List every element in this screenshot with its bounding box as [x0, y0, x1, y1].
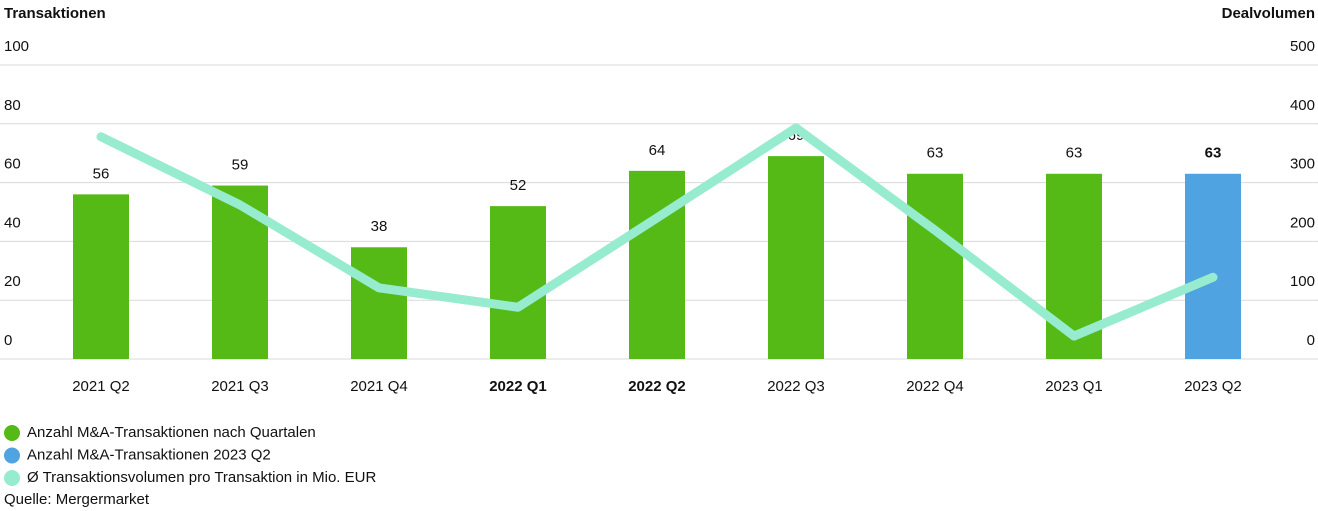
line [96, 123, 1218, 341]
bar [768, 156, 824, 359]
data-label: 64 [649, 142, 666, 159]
bar [490, 206, 546, 359]
x-tick-label: 2022 Q2 [628, 378, 686, 395]
y-tick-label: 40 [4, 214, 21, 231]
legend-swatch [4, 425, 20, 441]
bar [351, 247, 407, 359]
x-tick-label: 2023 Q1 [1045, 378, 1103, 395]
bar [73, 194, 129, 359]
y2-tick-label: 400 [1290, 97, 1315, 114]
legend-swatch [4, 470, 20, 486]
data-label: 63 [927, 145, 944, 162]
y-tick-label: 80 [4, 97, 21, 114]
x-tick-label: 2021 Q2 [72, 378, 130, 395]
data-label: 59 [232, 157, 249, 174]
legend-label: Anzahl M&A-Transaktionen nach Quartalen [27, 424, 316, 441]
data-label: 38 [371, 218, 388, 235]
y-tick-label: 20 [4, 273, 21, 290]
y2-tick-label: 100 [1290, 273, 1315, 290]
x-tick-label: 2022 Q3 [767, 378, 825, 395]
data-label: 52 [510, 177, 527, 194]
x-tick-label: 2022 Q4 [906, 378, 964, 395]
y2-tick-label: 0 [1307, 332, 1315, 349]
x-tick-label: 2022 Q1 [489, 378, 547, 395]
y-axis-title: Transaktionen [4, 5, 106, 22]
data-label: 63 [1066, 145, 1083, 162]
data-label: 56 [93, 165, 110, 182]
y2-tick-label: 200 [1290, 214, 1315, 231]
bar [1185, 173, 1241, 359]
data-label: 63 [1205, 145, 1222, 162]
x-tick-label: 2021 Q4 [350, 378, 408, 395]
y-tick-label: 60 [4, 156, 21, 173]
x-tick-label: 2023 Q2 [1184, 378, 1242, 395]
legend-swatch [4, 447, 20, 464]
source: Quelle: Mergermarket [4, 491, 150, 508]
bar [629, 170, 685, 359]
x-tick-label: 2021 Q3 [211, 378, 269, 395]
legend-label: Ø Transaktionsvolumen pro Transaktion in… [27, 469, 376, 486]
y2-tick-label: 300 [1290, 156, 1315, 173]
y-tick-label: 0 [4, 332, 12, 349]
y2-tick-label: 500 [1290, 38, 1315, 55]
legend-label: Anzahl M&A-Transaktionen 2023 Q2 [27, 446, 271, 463]
bar [907, 173, 963, 359]
y-tick-label: 100 [4, 38, 29, 55]
y2-axis-title: Dealvolumen [1222, 5, 1315, 22]
